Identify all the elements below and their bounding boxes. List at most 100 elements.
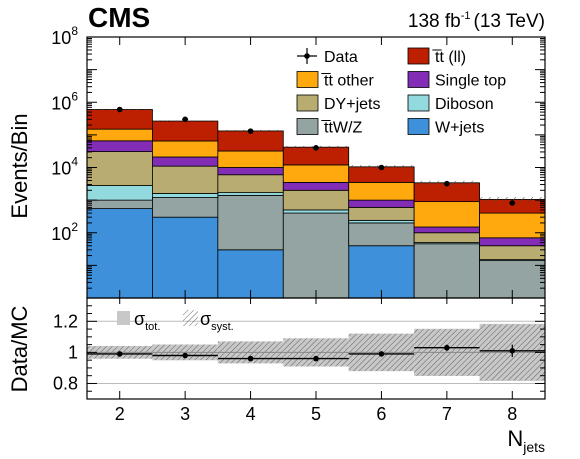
stack-bar-single-top [348, 199, 415, 208]
legend-syst-subscript: syst. [211, 321, 234, 333]
x-tick-label: 4 [246, 404, 256, 424]
legend-swatch [407, 118, 430, 135]
stack-bar-dy-jets [413, 232, 480, 243]
stack-bar-diboson [152, 193, 219, 198]
legend-swatch [296, 71, 319, 88]
stack-bar-dy-jets [348, 206, 415, 221]
legend-syst-symbol: σ [200, 309, 211, 329]
ratio-reference-lines [87, 320, 545, 384]
ratio-y-tick-label: 1 [68, 342, 78, 362]
x-axis-title-sub: jets [522, 439, 545, 455]
data-point [444, 180, 450, 187]
y-tick-label: 106 [51, 89, 78, 113]
ratio-point [313, 355, 319, 362]
stack-bar-dy-jets [282, 189, 350, 211]
ratio-points [87, 344, 545, 362]
bottom-y-tick-labels: 0.8 1 1.2 [53, 311, 78, 393]
legend-label: W+jets [435, 120, 484, 137]
legend-total-band-swatch [117, 311, 130, 325]
legend-swatch [296, 94, 319, 112]
legend: Data t̅t (ll) t̅t other Single top DY+jets Di… [296, 47, 506, 137]
data-point [378, 164, 385, 171]
stack-bar-w-jets [87, 208, 153, 298]
legend-total-subscript: tot. [145, 321, 160, 333]
ratio-point [182, 352, 188, 359]
stack-bar-t-tw-z [413, 243, 480, 298]
stack-bar-w-jets [217, 249, 284, 298]
y-tick-label-base: 10 [51, 93, 71, 113]
data-points [116, 106, 516, 206]
experiment-label: CMS [88, 2, 150, 33]
x-tick-label: 6 [376, 404, 386, 424]
y-tick-label-base: 10 [51, 28, 71, 48]
stack-bar-t-t-ll [87, 109, 153, 130]
legend-data-marker [304, 53, 310, 59]
luminosity-value: 138 fb [408, 11, 461, 32]
stack-bar-diboson [87, 185, 153, 201]
stack-bar-t-tw-z [87, 199, 153, 209]
x-tick-label: 7 [442, 404, 452, 424]
y-tick-label-base: 10 [51, 159, 71, 179]
stack-bar-t-t-other [348, 181, 415, 201]
ratio-point [247, 355, 254, 362]
stack-bar-t-t-other [217, 150, 284, 168]
stack-bar-t-t-other [413, 201, 480, 228]
ratio-point [444, 344, 450, 351]
legend-total-symbol: σ [134, 309, 145, 329]
stack-bar-t-t-other [152, 140, 219, 158]
stack-bar-t-t-other [479, 212, 545, 239]
y-axis-title-top: Events/Bin [7, 113, 32, 218]
stack-bar-diboson [282, 209, 350, 214]
legend-syst-band-swatch [183, 310, 198, 326]
stack-bar-t-t-ll [152, 120, 219, 142]
data-point [247, 128, 254, 134]
stack-bar-t-tw-z [217, 194, 284, 251]
y-tick-label: 104 [51, 155, 78, 179]
legend-label: t̅t (ll) [432, 49, 466, 66]
data-point [182, 116, 188, 123]
stack-bar-single-top [87, 140, 153, 152]
stack-bar-dy-jets [479, 245, 545, 261]
stack-bar-t-tw-z [348, 222, 415, 247]
stack-bar-single-top [152, 156, 219, 167]
data-point [509, 200, 516, 206]
stack-bar-t-tw-z [282, 212, 350, 298]
x-tick-label: 5 [311, 404, 321, 424]
y-tick-label-exponent: 8 [71, 24, 78, 38]
luminosity-label: 138 fb-1 (13 TeV) [408, 10, 545, 32]
stack-bar-t-t-other [282, 164, 350, 183]
legend-label: DY+jets [324, 96, 380, 113]
stack-bar-single-top [282, 181, 350, 191]
data-point [116, 106, 123, 113]
x-axis-title: Njets [507, 426, 545, 455]
legend-label: Diboson [435, 96, 494, 113]
x-axis-title-main: N [507, 426, 523, 451]
y-tick-label-exponent: 6 [71, 89, 78, 103]
stack-bar-t-tw-z [152, 197, 219, 218]
ratio-legend: σtot. σsyst. [117, 309, 234, 333]
y-tick-label-exponent: 4 [71, 155, 78, 169]
legend-label: Single top [435, 73, 506, 90]
x-tick-label: 8 [507, 404, 517, 424]
y-axis-title-bottom: Data/MC [7, 305, 32, 392]
ratio-point [116, 351, 123, 357]
x-tick-labels: 2 3 4 5 6 7 8 [115, 404, 518, 424]
stack-bar-single-top [413, 226, 480, 234]
stack-uncertainty-hatch [479, 197, 545, 203]
y-tick-label-exponent: 2 [71, 220, 78, 234]
energy-label: (13 TeV) [474, 11, 545, 32]
legend-syst-label: σsyst. [200, 309, 234, 333]
legend-label: t̅tW/Z [321, 119, 362, 136]
stack-bar-single-top [479, 237, 545, 247]
stacked-histogram [87, 109, 545, 298]
y-tick-label: 102 [51, 220, 78, 244]
ratio-y-tick-label: 0.8 [53, 373, 78, 393]
legend-swatch [407, 94, 430, 112]
ratio-point [509, 348, 516, 354]
stack-bar-w-jets [152, 216, 219, 298]
luminosity-exponent: -1 [461, 10, 471, 22]
stack-bar-diboson [217, 192, 284, 196]
